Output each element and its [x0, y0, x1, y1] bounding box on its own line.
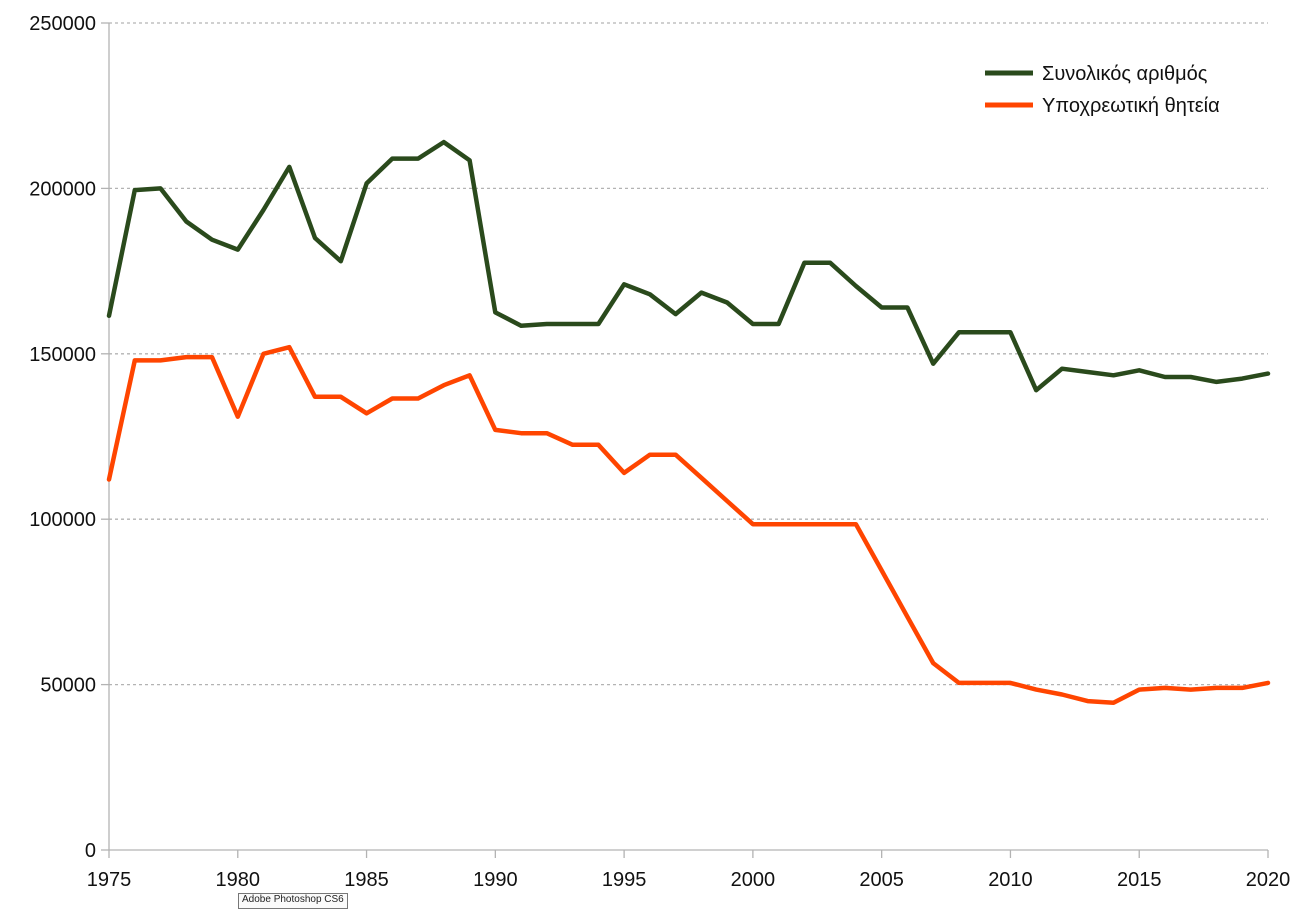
x-tick-label: 1990: [473, 869, 518, 891]
tooltip-overlay: Adobe Photoshop CS6: [238, 893, 348, 909]
x-tick-label: 1980: [216, 869, 261, 891]
x-tick-label: 1985: [344, 869, 389, 891]
y-tick-label: 0: [85, 840, 96, 862]
series-line-conscription: [106, 344, 1271, 706]
legend-label-conscription: Υποχρεωτική θητεία: [1042, 95, 1220, 117]
x-tick-label: 1975: [87, 869, 132, 891]
y-tick-label: 150000: [29, 344, 96, 366]
x-tick-label: 2015: [1117, 869, 1162, 891]
y-tick-label: 50000: [40, 675, 96, 697]
y-tick-label: 250000: [29, 13, 96, 35]
legend: Συνολικός αριθμός Υποχρεωτική θητεία: [985, 63, 1220, 117]
x-tick-label: 2000: [731, 869, 776, 891]
series-lines: [106, 139, 1271, 706]
y-tick-label: 100000: [29, 509, 96, 531]
x-tick-label: 1995: [602, 869, 647, 891]
x-tick-label: 2020: [1246, 869, 1291, 891]
legend-label-total: Συνολικός αριθμός: [1042, 63, 1208, 85]
axes: 0 50000 100000 150000 200000 250000 1975 1980 19…: [29, 13, 1290, 891]
grid: [109, 22, 1268, 686]
y-tick-label: 200000: [29, 178, 96, 200]
x-tick-label: 2005: [859, 869, 904, 891]
x-tick-label: 2010: [988, 869, 1033, 891]
series-line-total: [106, 139, 1271, 393]
